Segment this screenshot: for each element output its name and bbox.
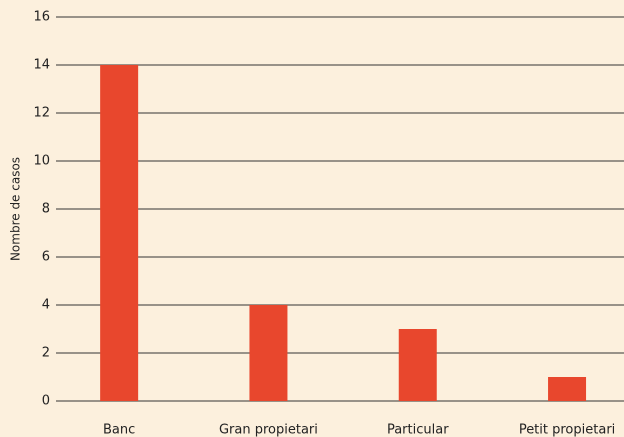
x-tick-label: Petit propietari xyxy=(519,423,615,437)
x-tick-label: Gran propietari xyxy=(219,423,318,437)
bar xyxy=(249,305,288,401)
y-tick-label: 8 xyxy=(42,202,50,217)
y-tick-label: 16 xyxy=(33,10,50,25)
y-tick-label: 12 xyxy=(33,106,50,121)
bar xyxy=(398,329,437,401)
x-tick-label: Particular xyxy=(387,423,449,437)
x-tick-label: Banc xyxy=(103,423,135,437)
y-tick-label: 0 xyxy=(42,394,50,409)
bar xyxy=(100,65,139,401)
y-axis-label: Nombre de casos xyxy=(9,157,23,261)
bar xyxy=(548,377,587,401)
y-tick-label: 6 xyxy=(42,250,50,265)
y-tick-label: 4 xyxy=(42,298,50,313)
y-tick-label: 2 xyxy=(42,346,50,361)
y-tick-label: 14 xyxy=(33,58,50,73)
y-tick-label: 10 xyxy=(33,154,50,169)
